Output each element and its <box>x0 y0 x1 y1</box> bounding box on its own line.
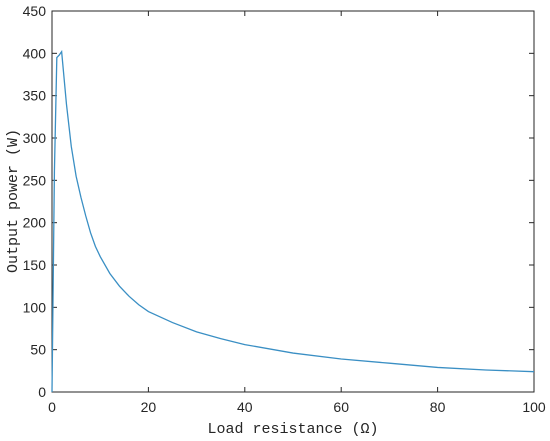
x-axis-ticks: 0 20 40 60 80 100 <box>48 11 546 415</box>
x-tick-label: 80 <box>430 399 446 415</box>
y-tick-label: 300 <box>23 130 47 146</box>
y-axis-ticks: 0 50 100 150 200 250 300 350 400 450 <box>23 3 534 400</box>
y-tick-label: 100 <box>23 299 47 315</box>
y-tick-label: 250 <box>23 172 47 188</box>
x-tick-label: 20 <box>141 399 157 415</box>
plot-area <box>51 10 535 393</box>
series-line <box>51 49 535 393</box>
x-tick-label: 0 <box>48 399 56 415</box>
x-tick-label: 40 <box>237 399 253 415</box>
y-tick-label: 400 <box>23 45 47 61</box>
y-tick-label: 450 <box>23 3 47 19</box>
y-tick-label: 0 <box>38 384 46 400</box>
x-tick-label: 100 <box>522 399 546 415</box>
y-axis-label: Output power (W) <box>5 129 22 273</box>
y-tick-label: 150 <box>23 257 47 273</box>
y-tick-label: 350 <box>23 88 47 104</box>
y-tick-label: 50 <box>30 342 46 358</box>
y-tick-label: 200 <box>23 215 47 231</box>
x-tick-label: 60 <box>333 399 349 415</box>
x-axis-label: Load resistance (Ω) <box>207 421 378 438</box>
